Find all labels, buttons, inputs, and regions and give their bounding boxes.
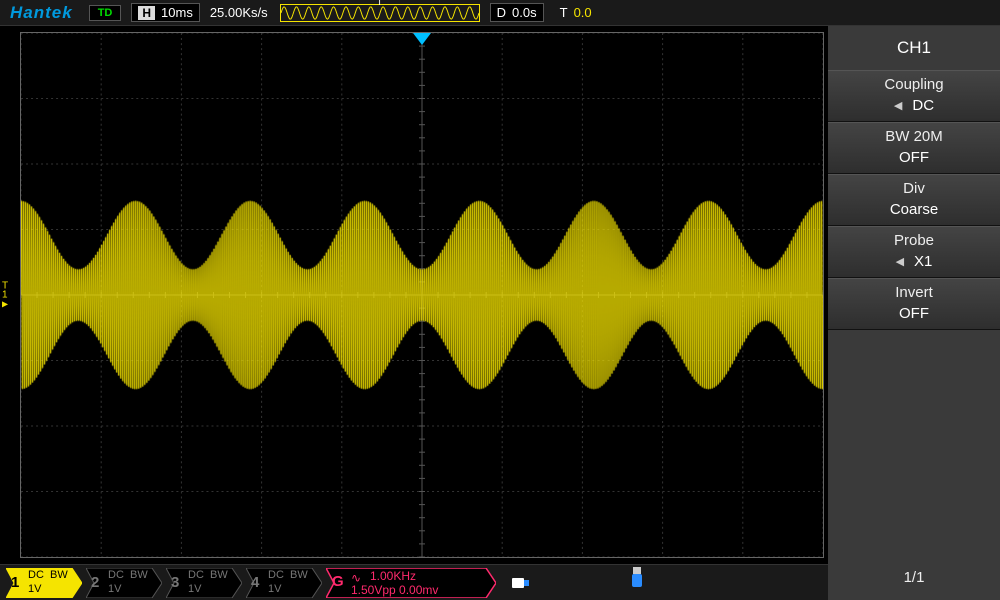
scope-area: T 1 ▸ xyxy=(0,26,828,564)
channel-menu-title: CH1 xyxy=(828,26,1000,70)
channel-info: DC BW1V xyxy=(188,568,228,596)
waveform-overview: T xyxy=(280,4,480,22)
waveform-trace xyxy=(21,33,823,557)
channel-ground-marker: T 1 ▸ xyxy=(2,282,8,309)
menu-item-value: Coarse xyxy=(828,199,1000,225)
overview-t-label: T xyxy=(377,0,383,7)
chevron-left-icon: ◀ xyxy=(896,255,904,268)
menu-item-label: Probe xyxy=(828,227,1000,251)
generator-label: G xyxy=(332,573,344,590)
timebase-prefix: H xyxy=(138,6,155,20)
menu-item-div[interactable]: DivCoarse xyxy=(828,174,1000,226)
trigger-position-marker xyxy=(413,33,431,45)
channel-chip-2[interactable]: 2 DC BW1V xyxy=(86,568,162,598)
channel-menu: CH1 Coupling◀DCBW 20MOFFDivCoarseProbe◀X… xyxy=(828,26,1000,600)
top-bar: Hantek TD H 10ms 25.00Ks/s T D 0.0s T 0.… xyxy=(0,0,1000,26)
menu-item-value: OFF xyxy=(828,147,1000,173)
trigger-value: 0.0 xyxy=(574,5,592,20)
channel-number: 1 xyxy=(11,574,19,591)
channel-chip-4[interactable]: 4 DC BW1V xyxy=(246,568,322,598)
menu-item-value: OFF xyxy=(828,303,1000,329)
menu-item-label: Invert xyxy=(828,279,1000,303)
menu-item-label: Coupling xyxy=(828,71,1000,95)
channel-info: DC BW1V xyxy=(108,568,148,596)
generator-chip[interactable]: G ∿ 1.00KHz 1.50Vpp 0.00mv xyxy=(326,568,496,598)
generator-amplitude: 1.50Vpp 0.00mv xyxy=(351,583,438,597)
menu-item-bw-20m[interactable]: BW 20MOFF xyxy=(828,122,1000,174)
usb-device-icon xyxy=(626,566,648,594)
menu-item-coupling[interactable]: Coupling◀DC xyxy=(828,70,1000,122)
menu-item-probe[interactable]: Probe◀X1 xyxy=(828,226,1000,278)
channel-info: DC BW1V xyxy=(28,568,68,596)
trigger-prefix: T xyxy=(560,5,568,20)
channel-number: 2 xyxy=(91,574,99,591)
menu-item-value: ◀DC xyxy=(828,95,1000,121)
channel-chip-1[interactable]: 1 DC BW1V xyxy=(6,568,82,598)
menu-page-indicator: 1/1 xyxy=(828,555,1000,600)
delay-value: 0.0s xyxy=(512,5,537,20)
menu-item-value: ◀X1 xyxy=(828,251,1000,277)
brand-logo: Hantek xyxy=(0,3,83,23)
sample-rate: 25.00Ks/s xyxy=(210,5,268,20)
timebase-box: H 10ms xyxy=(131,3,199,22)
menu-item-label: BW 20M xyxy=(828,123,1000,147)
timebase-value: 10ms xyxy=(161,5,193,20)
channel-number: 3 xyxy=(171,574,179,591)
menu-item-label: Div xyxy=(828,175,1000,199)
bottom-bar: 1 DC BW1V 2 DC BW1V 3 DC BW1V 4 DC BW1V … xyxy=(0,564,828,600)
generator-freq: 1.00KHz xyxy=(370,569,416,583)
delay-prefix: D xyxy=(497,5,506,20)
run-status-badge: TD xyxy=(89,5,122,21)
menu-item-invert[interactable]: InvertOFF xyxy=(828,278,1000,330)
channel-number: 4 xyxy=(251,574,259,591)
waveform-display[interactable] xyxy=(20,32,824,558)
channel-info: DC BW1V xyxy=(268,568,308,596)
trigger-box: T 0.0 xyxy=(554,4,598,21)
usb-host-icon xyxy=(510,572,532,594)
delay-box: D 0.0s xyxy=(490,3,544,22)
chevron-left-icon: ◀ xyxy=(894,99,902,112)
channel-chip-3[interactable]: 3 DC BW1V xyxy=(166,568,242,598)
